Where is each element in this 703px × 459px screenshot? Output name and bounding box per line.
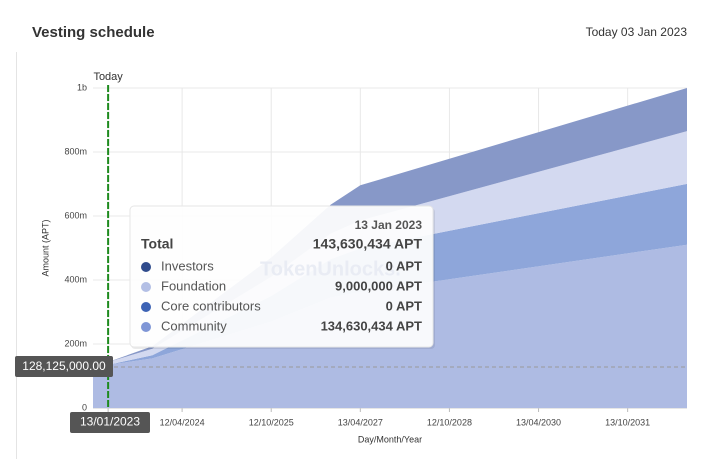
x-tick-label: 13/10/2031 [605,417,650,427]
tooltip-marker [141,282,151,292]
y-tick-label: 0 [82,402,87,412]
y-tick-label: 1b [77,82,87,92]
tooltip-date: 13 Jan 2023 [355,218,423,232]
tooltip-marker [141,322,151,332]
tooltip-marker [141,302,151,312]
overlay: Today 128,125,000.00 13/01/2023 TokenUnlock… [15,71,687,433]
y-tick-label: 200m [64,338,87,348]
tooltip-series-name: Core contributors [161,298,261,313]
tooltip-series-name: Investors [161,258,214,273]
y-tick-label: 600m [64,210,87,220]
watermark: TokenUnlocks. [260,258,401,280]
area [93,88,687,368]
tooltip-value: 134,630,434 APT [321,318,422,333]
x-tick-label: 12/04/2024 [160,417,205,427]
tooltip [129,205,434,348]
x-tick-label: 13/04/2027 [338,417,383,427]
x-axis-label: Day/Month/Year [358,434,422,444]
crosshair-x-box [70,412,150,433]
chart-title: Vesting schedule [32,24,155,41]
crosshair-x-label: 13/01/2023 [80,415,140,429]
tooltip-value: 0 APT [386,298,422,313]
y-axis-label: Amount (APT) [40,219,50,276]
tooltip-value: 0 APT [386,258,422,273]
tooltip-value: 9,000,000 APT [335,278,422,293]
x-tick-label: 13/04/2030 [516,417,561,427]
crosshair-y-box [15,356,113,377]
tooltip-total-label: Total [141,236,173,252]
y-tick-label: 800m [64,146,87,156]
tooltip-series-name: Foundation [161,278,226,293]
today-label: Today [93,71,123,83]
y-tick-label: 400m [64,274,87,284]
today-date: Today 03 Jan 2023 [586,25,688,39]
tooltip-series-name: Community [161,318,227,333]
tooltip-total: 143,630,434 APT [313,236,423,252]
crosshair-y-label: 128,125,000.00 [22,359,106,373]
x-tick-label: 12/10/2028 [427,417,472,427]
tooltip-marker [141,262,151,272]
x-tick-label: 12/10/2025 [249,417,294,427]
